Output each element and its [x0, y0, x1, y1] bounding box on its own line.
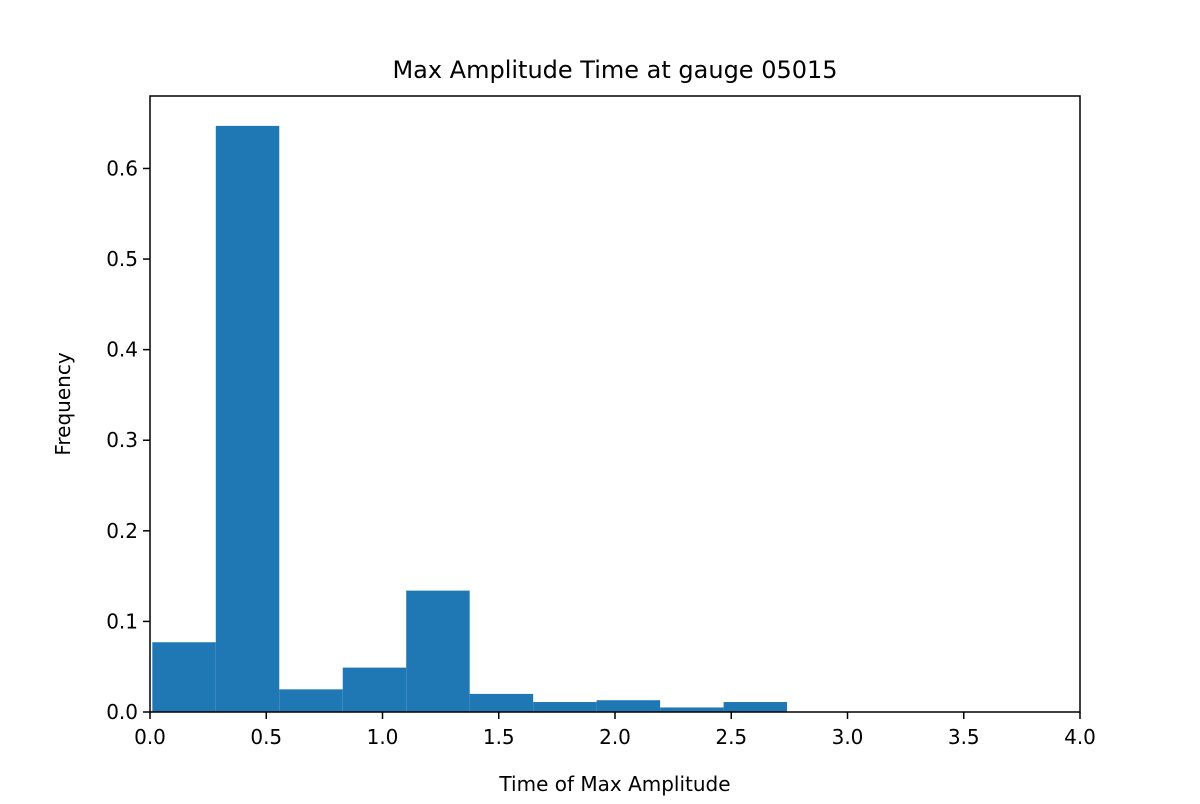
- x-tick-label: 0.5: [250, 725, 282, 749]
- x-tick-label: 3.5: [948, 725, 980, 749]
- bars-layer: [152, 125, 788, 713]
- histogram-bar: [279, 689, 343, 712]
- plot-frame: [149, 95, 1081, 713]
- x-axis: 0.0 0.5 1.0 1.5 2.0 2.5 3.0 3.5 4.0: [134, 712, 1096, 749]
- x-tick-label: 1.5: [483, 725, 515, 749]
- histogram-bar: [533, 702, 597, 712]
- x-tick-label: 2.5: [715, 725, 747, 749]
- y-tick-label: 0.1: [106, 609, 138, 633]
- x-tick-label: 0.0: [134, 725, 166, 749]
- x-tick-label: 4.0: [1064, 725, 1096, 749]
- histogram-bar: [342, 667, 407, 712]
- y-tick-label: 0.0: [106, 700, 138, 724]
- y-tick-label: 0.2: [106, 519, 138, 543]
- y-tick-label: 0.3: [106, 428, 138, 452]
- chart-title: Max Amplitude Time at gauge 05015: [392, 56, 837, 84]
- x-tick-label: 1.0: [367, 725, 399, 749]
- y-tick-label: 0.4: [106, 338, 138, 362]
- histogram-bar: [660, 707, 724, 712]
- x-tick-label: 3.0: [832, 725, 864, 749]
- y-tick-label: 0.5: [106, 247, 138, 271]
- y-axis: 0.0 0.1 0.2 0.3 0.4 0.5 0.6: [106, 156, 150, 724]
- histogram-bar: [215, 125, 280, 713]
- histogram-bar: [723, 702, 788, 712]
- x-axis-label: Time of Max Amplitude: [498, 772, 730, 796]
- histogram-bar: [406, 590, 470, 712]
- y-axis-label: Frequency: [51, 352, 75, 455]
- histogram-bar: [469, 693, 534, 712]
- x-tick-label: 2.0: [599, 725, 631, 749]
- histogram-bar: [152, 642, 216, 712]
- histogram-bar: [596, 700, 661, 712]
- y-tick-label: 0.6: [106, 156, 138, 180]
